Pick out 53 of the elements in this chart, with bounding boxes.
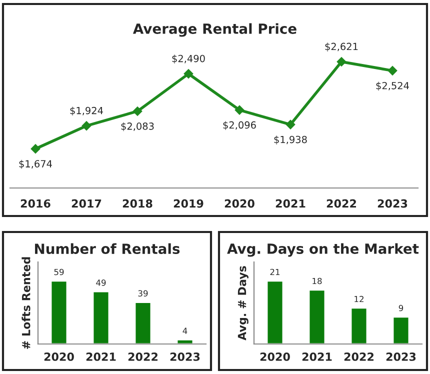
x-tick-label: 2022 — [128, 352, 158, 361]
x-tick-label: 2018 — [122, 199, 152, 208]
chart-title: Avg. Days on the Market — [227, 243, 419, 257]
x-tick-label: 2021 — [86, 352, 116, 361]
x-tick-label: 2023 — [378, 199, 408, 208]
x-tick-label: 2020 — [44, 352, 74, 361]
chart-title: Average Rental Price — [132, 23, 296, 37]
x-tick-label: 2017 — [72, 199, 102, 208]
y-axis-title: Avg. # Days — [238, 266, 248, 340]
x-tick-label: 2022 — [326, 199, 356, 208]
x-tick-label: 2023 — [170, 352, 200, 361]
chart-title: Number of Rentals — [35, 243, 180, 254]
point — [30, 144, 40, 154]
data-label: 21 — [270, 268, 280, 276]
data-label: 12 — [354, 296, 364, 302]
data-label: $2,524 — [376, 82, 409, 91]
bar — [350, 307, 368, 344]
point — [234, 105, 244, 115]
bar — [134, 302, 152, 344]
x-tick-label: 2023 — [386, 352, 416, 361]
x-tick-label: 2021 — [302, 352, 332, 361]
data-label: $2,490 — [172, 54, 205, 64]
bar — [50, 280, 68, 344]
point — [286, 120, 296, 130]
data-label: 49 — [96, 280, 106, 286]
data-label: $1,924 — [70, 106, 103, 116]
data-label: $1,938 — [274, 136, 307, 144]
x-tick-label: 2019 — [174, 199, 204, 208]
data-label: 59 — [54, 268, 64, 276]
point — [82, 121, 92, 130]
y-axis-title: # Lofts Rented — [22, 257, 30, 349]
point — [132, 106, 142, 116]
data-label: 18 — [312, 278, 322, 284]
data-label: 4 — [182, 328, 188, 334]
data-label: $2,621 — [325, 42, 358, 52]
point — [336, 57, 346, 66]
x-tick-label: 2021 — [276, 199, 306, 208]
x-tick-label: 2020 — [224, 199, 254, 208]
bar — [266, 280, 284, 344]
data-label: 39 — [138, 290, 148, 297]
bar — [92, 290, 110, 344]
bar — [392, 316, 410, 344]
data-label: $1,674 — [19, 160, 52, 169]
bar — [308, 289, 326, 344]
x-tick-label: 2016 — [20, 199, 50, 208]
data-label: $2,083 — [121, 122, 154, 132]
x-tick-label: 2022 — [344, 352, 374, 361]
bar — [176, 339, 194, 344]
point — [388, 66, 398, 76]
data-label: 9 — [398, 304, 404, 312]
x-tick-label: 2020 — [260, 352, 290, 361]
data-label: $2,096 — [223, 121, 256, 130]
point — [184, 69, 194, 78]
